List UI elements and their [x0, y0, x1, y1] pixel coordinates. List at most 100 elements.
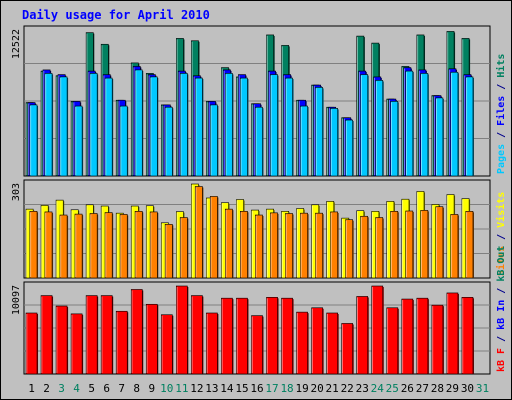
bar-face: [29, 211, 38, 279]
bar-face: [300, 212, 308, 279]
bar-face: [221, 297, 233, 375]
bar-face: [115, 310, 128, 375]
bar-face: [74, 105, 83, 177]
bar-sites-day-7: [119, 214, 129, 279]
bar-kb-f-day-17: [266, 297, 279, 375]
bar-pages-day-8: [134, 69, 144, 177]
bar-kb-f-day-6: [100, 295, 114, 375]
bar-face: [360, 74, 369, 177]
bar-face: [435, 97, 444, 177]
bar-sites-day-4: [74, 213, 84, 279]
x-tick-label-day-31: 31: [476, 382, 489, 395]
bar-face: [281, 297, 293, 375]
bar-kb-f-day-10: [160, 314, 174, 375]
x-tick-label-day-3: 3: [58, 382, 65, 395]
chart-title: Daily usage for April 2010: [22, 8, 210, 22]
bar-face: [315, 87, 323, 177]
bar-face: [70, 313, 83, 375]
bar-kb-f-day-24: [371, 285, 384, 375]
bar-pages-day-21: [330, 108, 339, 177]
bar-pages-day-23: [360, 74, 369, 177]
bar-kb-f-day-26: [401, 298, 414, 375]
bar-pages-day-3: [59, 76, 69, 177]
bar-sites-day-18: [285, 213, 294, 279]
bar-pages-day-11: [179, 73, 189, 177]
bar-face: [431, 304, 444, 375]
bar-pages-day-30: [465, 76, 474, 177]
bar-kb-f-day-27: [416, 297, 429, 375]
bar-face: [345, 119, 354, 177]
bar-face: [164, 224, 173, 279]
bar-face: [209, 104, 218, 177]
bar-face: [55, 305, 68, 375]
bar-face: [149, 76, 158, 177]
bar-sites-day-27: [420, 210, 429, 279]
bar-pages-day-28: [435, 97, 444, 177]
bar-kb-f-day-1: [25, 312, 39, 375]
x-tick-label-day-11: 11: [175, 382, 188, 395]
bar-pages-day-19: [300, 105, 309, 177]
bar-face: [420, 73, 429, 177]
bar-kb-f-day-4: [70, 313, 84, 375]
bar-sites-day-2: [44, 211, 54, 279]
bar-kb-f-day-22: [341, 323, 354, 375]
bar-face: [296, 311, 308, 375]
bar-face: [130, 289, 143, 375]
x-tick-label-day-5: 5: [88, 382, 95, 395]
x-tick-label-day-13: 13: [205, 382, 218, 395]
bar-face: [44, 73, 53, 177]
bar-face: [89, 213, 98, 279]
x-tick-label-day-10: 10: [160, 382, 173, 395]
bar-pages-day-1: [29, 104, 39, 177]
bar-pages-day-22: [345, 119, 354, 177]
x-tick-label-day-2: 2: [43, 382, 50, 395]
bar-face: [206, 312, 218, 375]
bar-sites-day-25: [390, 211, 399, 279]
bar-face: [194, 186, 203, 279]
bar-pages-day-27: [420, 73, 429, 177]
bar-face: [40, 295, 53, 375]
bar-face: [401, 298, 414, 375]
right-label-part: /: [496, 228, 507, 246]
bar-face: [330, 108, 338, 177]
x-tick-label-day-14: 14: [220, 382, 234, 395]
bar-sites-day-6: [104, 212, 114, 279]
bar-kb-f-day-20: [311, 307, 324, 375]
right-label-part: kB F: [496, 348, 507, 372]
bar-kb-f-day-5: [85, 295, 99, 375]
right-label-part: Pages: [496, 144, 507, 174]
bar-kb-f-day-12: [191, 295, 204, 375]
x-tick-label-day-28: 28: [431, 382, 444, 395]
bar-face: [326, 312, 338, 375]
x-tick-label-day-1: 1: [28, 382, 35, 395]
x-tick-label-day-23: 23: [356, 382, 369, 395]
bar-face: [236, 297, 248, 375]
bar-kb-f-day-9: [145, 303, 159, 375]
bar-kb-f-day-21: [326, 312, 339, 375]
bar-face: [191, 295, 203, 375]
bar-sites-day-28: [435, 206, 444, 279]
x-tick-label-day-7: 7: [118, 382, 125, 395]
bar-face: [176, 285, 188, 375]
x-tick-label-day-27: 27: [416, 382, 429, 395]
bar-face: [446, 292, 459, 375]
bar-sites-day-5: [89, 213, 99, 279]
bar-kb-f-day-11: [176, 285, 189, 375]
bar-sites-day-16: [255, 214, 264, 279]
bar-face: [179, 217, 188, 279]
bar-face: [300, 105, 308, 177]
bar-face: [270, 212, 278, 279]
bar-face: [160, 314, 173, 375]
bar-face: [371, 285, 384, 375]
bar-sites-day-1: [29, 211, 39, 279]
right-label-part: kB Out: [496, 246, 507, 282]
bar-sites-day-29: [450, 214, 459, 279]
bar-face: [390, 211, 399, 279]
bar-face: [390, 101, 399, 177]
bar-kb-f-day-19: [296, 311, 309, 375]
bar-pages-day-15: [240, 77, 249, 177]
bar-face: [104, 77, 113, 177]
bar-kb-f-day-30: [461, 297, 474, 375]
bar-pages-day-4: [74, 105, 84, 177]
bar-face: [194, 77, 203, 177]
